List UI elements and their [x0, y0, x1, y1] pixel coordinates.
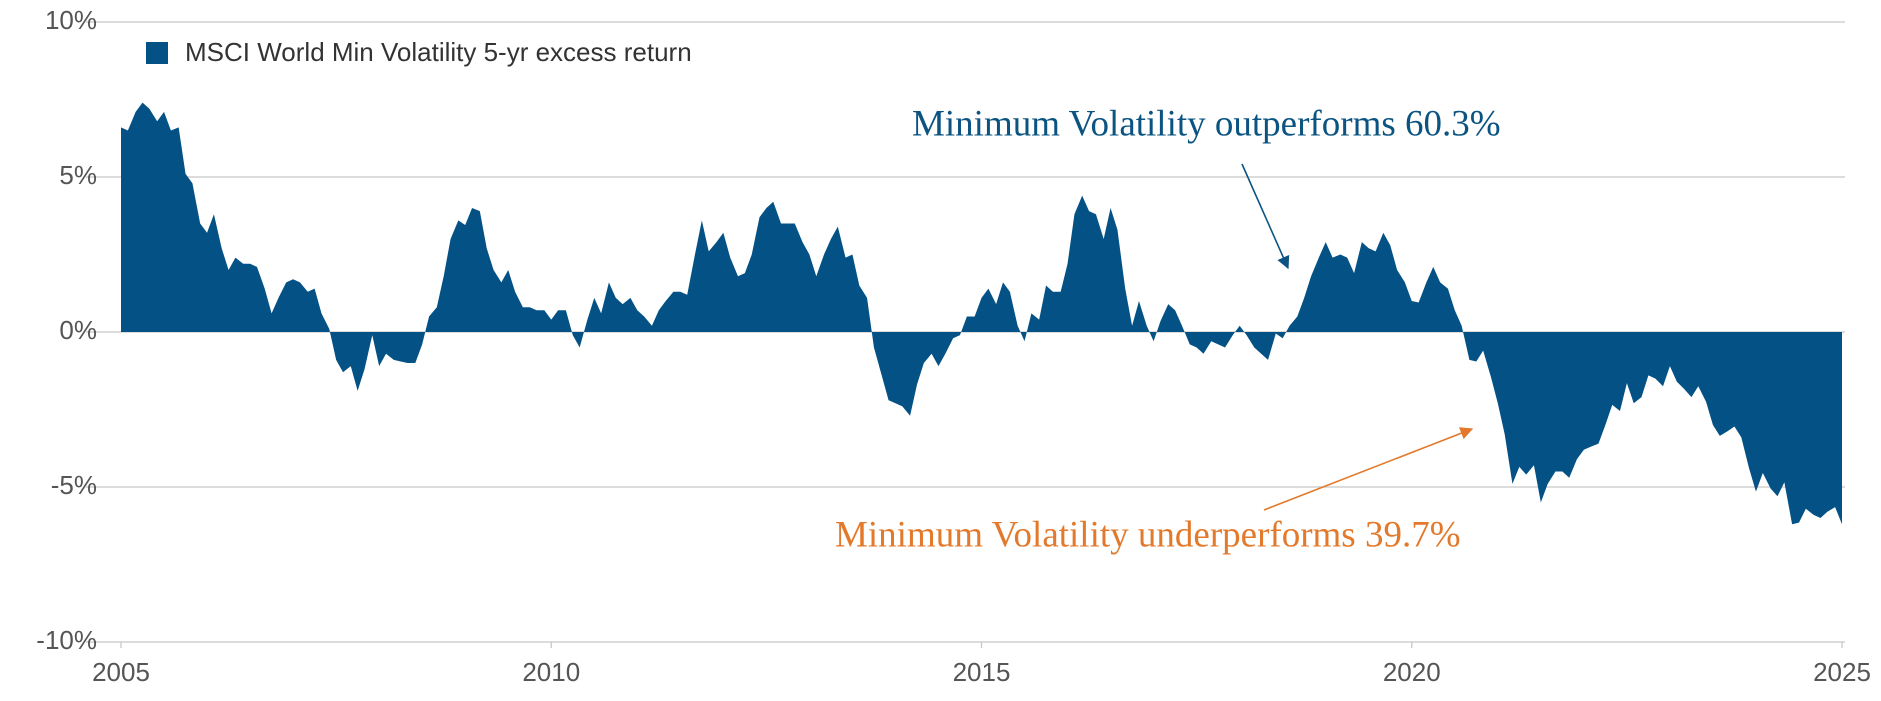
y-tick-label: 0%: [59, 315, 97, 345]
y-tick-label: -10%: [36, 625, 97, 655]
annotation: Minimum Volatility outperforms 60.3%: [912, 103, 1501, 144]
x-tick-label: 2025: [1813, 657, 1871, 687]
x-tick-label: 2015: [953, 657, 1011, 687]
annotation-arrow: [1263, 427, 1474, 511]
axis-labels: 10% 5% 0% -5% -10%2005 2010 2015 2020 2025: [36, 5, 1871, 687]
annotation-arrow: [1241, 163, 1290, 270]
plot-area: [121, 102, 1842, 525]
y-tick-label: 5%: [59, 160, 97, 190]
x-tick-label: 2010: [522, 657, 580, 687]
area: [121, 102, 1842, 525]
y-tick-label: 10%: [45, 5, 97, 35]
annotation: Minimum Volatility underperforms 39.7%: [835, 514, 1461, 555]
legend-label: MSCI World Min Volatility 5-yr excess re…: [185, 37, 692, 67]
x-tick-label: 2005: [92, 657, 150, 687]
legend: MSCI World Min Volatility 5-yr excess re…: [146, 37, 692, 67]
legend-swatch: [146, 42, 168, 64]
x-tick-label: 2020: [1383, 657, 1441, 687]
annotations: Minimum Volatility outperforms 60.3% Min…: [835, 103, 1501, 555]
y-tick-label: -5%: [51, 470, 97, 500]
